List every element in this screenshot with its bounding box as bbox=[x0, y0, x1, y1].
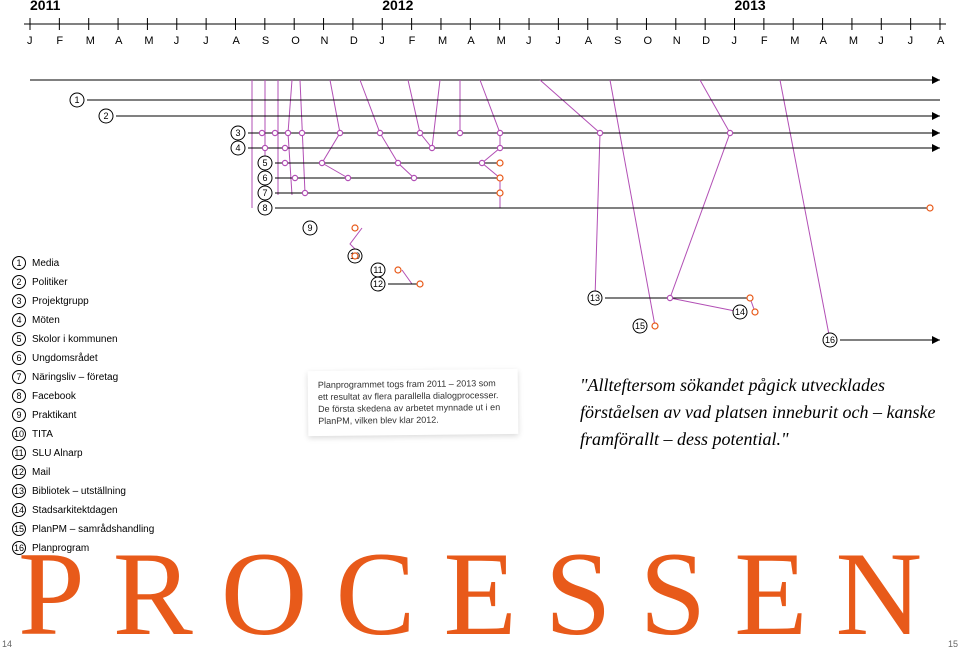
note-text: Planprogrammet togs fram 2011 – 2013 som… bbox=[318, 378, 500, 426]
legend-item: 9 Praktikant bbox=[12, 408, 154, 422]
svg-text:M: M bbox=[497, 35, 506, 47]
legend-item: 7 Näringsliv – företag bbox=[12, 370, 154, 384]
svg-text:O: O bbox=[291, 35, 300, 47]
legend-label: Praktikant bbox=[32, 410, 76, 421]
legend-number: 10 bbox=[12, 427, 26, 441]
page-number-right: 15 bbox=[948, 639, 958, 649]
svg-text:J: J bbox=[379, 35, 385, 47]
legend-number: 7 bbox=[12, 370, 26, 384]
legend-item: 3 Projektgrupp bbox=[12, 294, 154, 308]
legend-number: 4 bbox=[12, 313, 26, 327]
legend-label: Möten bbox=[32, 315, 60, 326]
legend-label: Ungdomsrådet bbox=[32, 353, 98, 364]
svg-text:O: O bbox=[643, 35, 652, 47]
svg-text:M: M bbox=[144, 35, 153, 47]
legend-label: Media bbox=[32, 258, 59, 269]
svg-text:D: D bbox=[702, 35, 710, 47]
svg-text:11: 11 bbox=[373, 265, 382, 275]
svg-text:15: 15 bbox=[635, 321, 645, 331]
svg-text:F: F bbox=[56, 35, 63, 47]
svg-text:A: A bbox=[115, 35, 123, 47]
legend-item: 1 Media bbox=[12, 256, 154, 270]
svg-text:6: 6 bbox=[262, 173, 267, 183]
svg-text:1: 1 bbox=[74, 95, 79, 105]
legend-number: 13 bbox=[12, 484, 26, 498]
legend-number: 9 bbox=[12, 408, 26, 422]
legend-item: 5 Skolor i kommunen bbox=[12, 332, 154, 346]
legend-label: Stadsarkitektdagen bbox=[32, 505, 118, 516]
svg-text:S: S bbox=[614, 35, 621, 47]
legend-item: 14 Stadsarkitektdagen bbox=[12, 503, 154, 517]
svg-text:2013: 2013 bbox=[735, 0, 766, 13]
svg-text:5: 5 bbox=[262, 158, 267, 168]
svg-text:2011: 2011 bbox=[30, 0, 61, 13]
svg-text:12: 12 bbox=[373, 279, 383, 289]
svg-text:9: 9 bbox=[307, 223, 312, 233]
svg-text:M: M bbox=[86, 35, 95, 47]
svg-text:D: D bbox=[350, 35, 358, 47]
svg-text:A: A bbox=[937, 35, 945, 47]
legend-number: 1 bbox=[12, 256, 26, 270]
svg-text:2012: 2012 bbox=[382, 0, 413, 13]
svg-text:J: J bbox=[526, 35, 532, 47]
svg-text:M: M bbox=[790, 35, 799, 47]
quote-text: "Allteftersom sökandet pågick utvecklade… bbox=[580, 372, 940, 453]
legend-number: 3 bbox=[12, 294, 26, 308]
legend-number: 5 bbox=[12, 332, 26, 346]
svg-text:4: 4 bbox=[235, 143, 240, 153]
svg-text:F: F bbox=[761, 35, 768, 47]
svg-text:J: J bbox=[878, 35, 884, 47]
legend-label: TITA bbox=[32, 429, 53, 440]
svg-text:A: A bbox=[467, 35, 475, 47]
svg-text:J: J bbox=[555, 35, 561, 47]
note-box: Planprogrammet togs fram 2011 – 2013 som… bbox=[308, 369, 519, 436]
legend-item: 6 Ungdomsrådet bbox=[12, 351, 154, 365]
svg-text:N: N bbox=[321, 35, 329, 47]
legend-item: 4 Möten bbox=[12, 313, 154, 327]
legend-number: 11 bbox=[12, 446, 26, 460]
big-title: PROCESSEN bbox=[18, 525, 942, 663]
legend-number: 2 bbox=[12, 275, 26, 289]
legend-item: 11 SLU Alnarp bbox=[12, 446, 154, 460]
svg-text:J: J bbox=[174, 35, 180, 47]
legend-item: 12 Mail bbox=[12, 465, 154, 479]
legend-number: 8 bbox=[12, 389, 26, 403]
legend-item: 8 Facebook bbox=[12, 389, 154, 403]
svg-text:7: 7 bbox=[262, 188, 267, 198]
svg-text:F: F bbox=[409, 35, 416, 47]
legend-number: 12 bbox=[12, 465, 26, 479]
svg-text:A: A bbox=[232, 35, 240, 47]
legend-number: 6 bbox=[12, 351, 26, 365]
svg-text:8: 8 bbox=[262, 203, 267, 213]
svg-text:J: J bbox=[732, 35, 738, 47]
legend-label: Bibliotek – utställning bbox=[32, 486, 126, 497]
legend-label: Skolor i kommunen bbox=[32, 334, 118, 345]
svg-text:J: J bbox=[908, 35, 914, 47]
legend-label: SLU Alnarp bbox=[32, 448, 83, 459]
svg-text:3: 3 bbox=[235, 128, 240, 138]
legend-item: 2 Politiker bbox=[12, 275, 154, 289]
legend: 1 Media 2 Politiker 3 Projektgrupp 4 Möten 5 Skol… bbox=[12, 256, 154, 560]
svg-text:A: A bbox=[820, 35, 828, 47]
svg-text:13: 13 bbox=[590, 293, 600, 303]
legend-label: Näringsliv – företag bbox=[32, 372, 118, 383]
legend-label: Facebook bbox=[32, 391, 76, 402]
svg-text:14: 14 bbox=[735, 307, 745, 317]
svg-text:J: J bbox=[203, 35, 209, 47]
svg-text:J: J bbox=[27, 35, 33, 47]
svg-text:N: N bbox=[673, 35, 681, 47]
svg-text:16: 16 bbox=[825, 335, 835, 345]
svg-text:M: M bbox=[438, 35, 447, 47]
legend-item: 10 TITA bbox=[12, 427, 154, 441]
svg-text:M: M bbox=[849, 35, 858, 47]
svg-text:A: A bbox=[585, 35, 593, 47]
legend-label: Mail bbox=[32, 467, 50, 478]
svg-text:2: 2 bbox=[103, 111, 108, 121]
legend-label: Politiker bbox=[32, 277, 68, 288]
svg-text:S: S bbox=[262, 35, 269, 47]
legend-item: 13 Bibliotek – utställning bbox=[12, 484, 154, 498]
legend-label: Projektgrupp bbox=[32, 296, 89, 307]
page-number-left: 14 bbox=[2, 639, 12, 649]
legend-number: 14 bbox=[12, 503, 26, 517]
